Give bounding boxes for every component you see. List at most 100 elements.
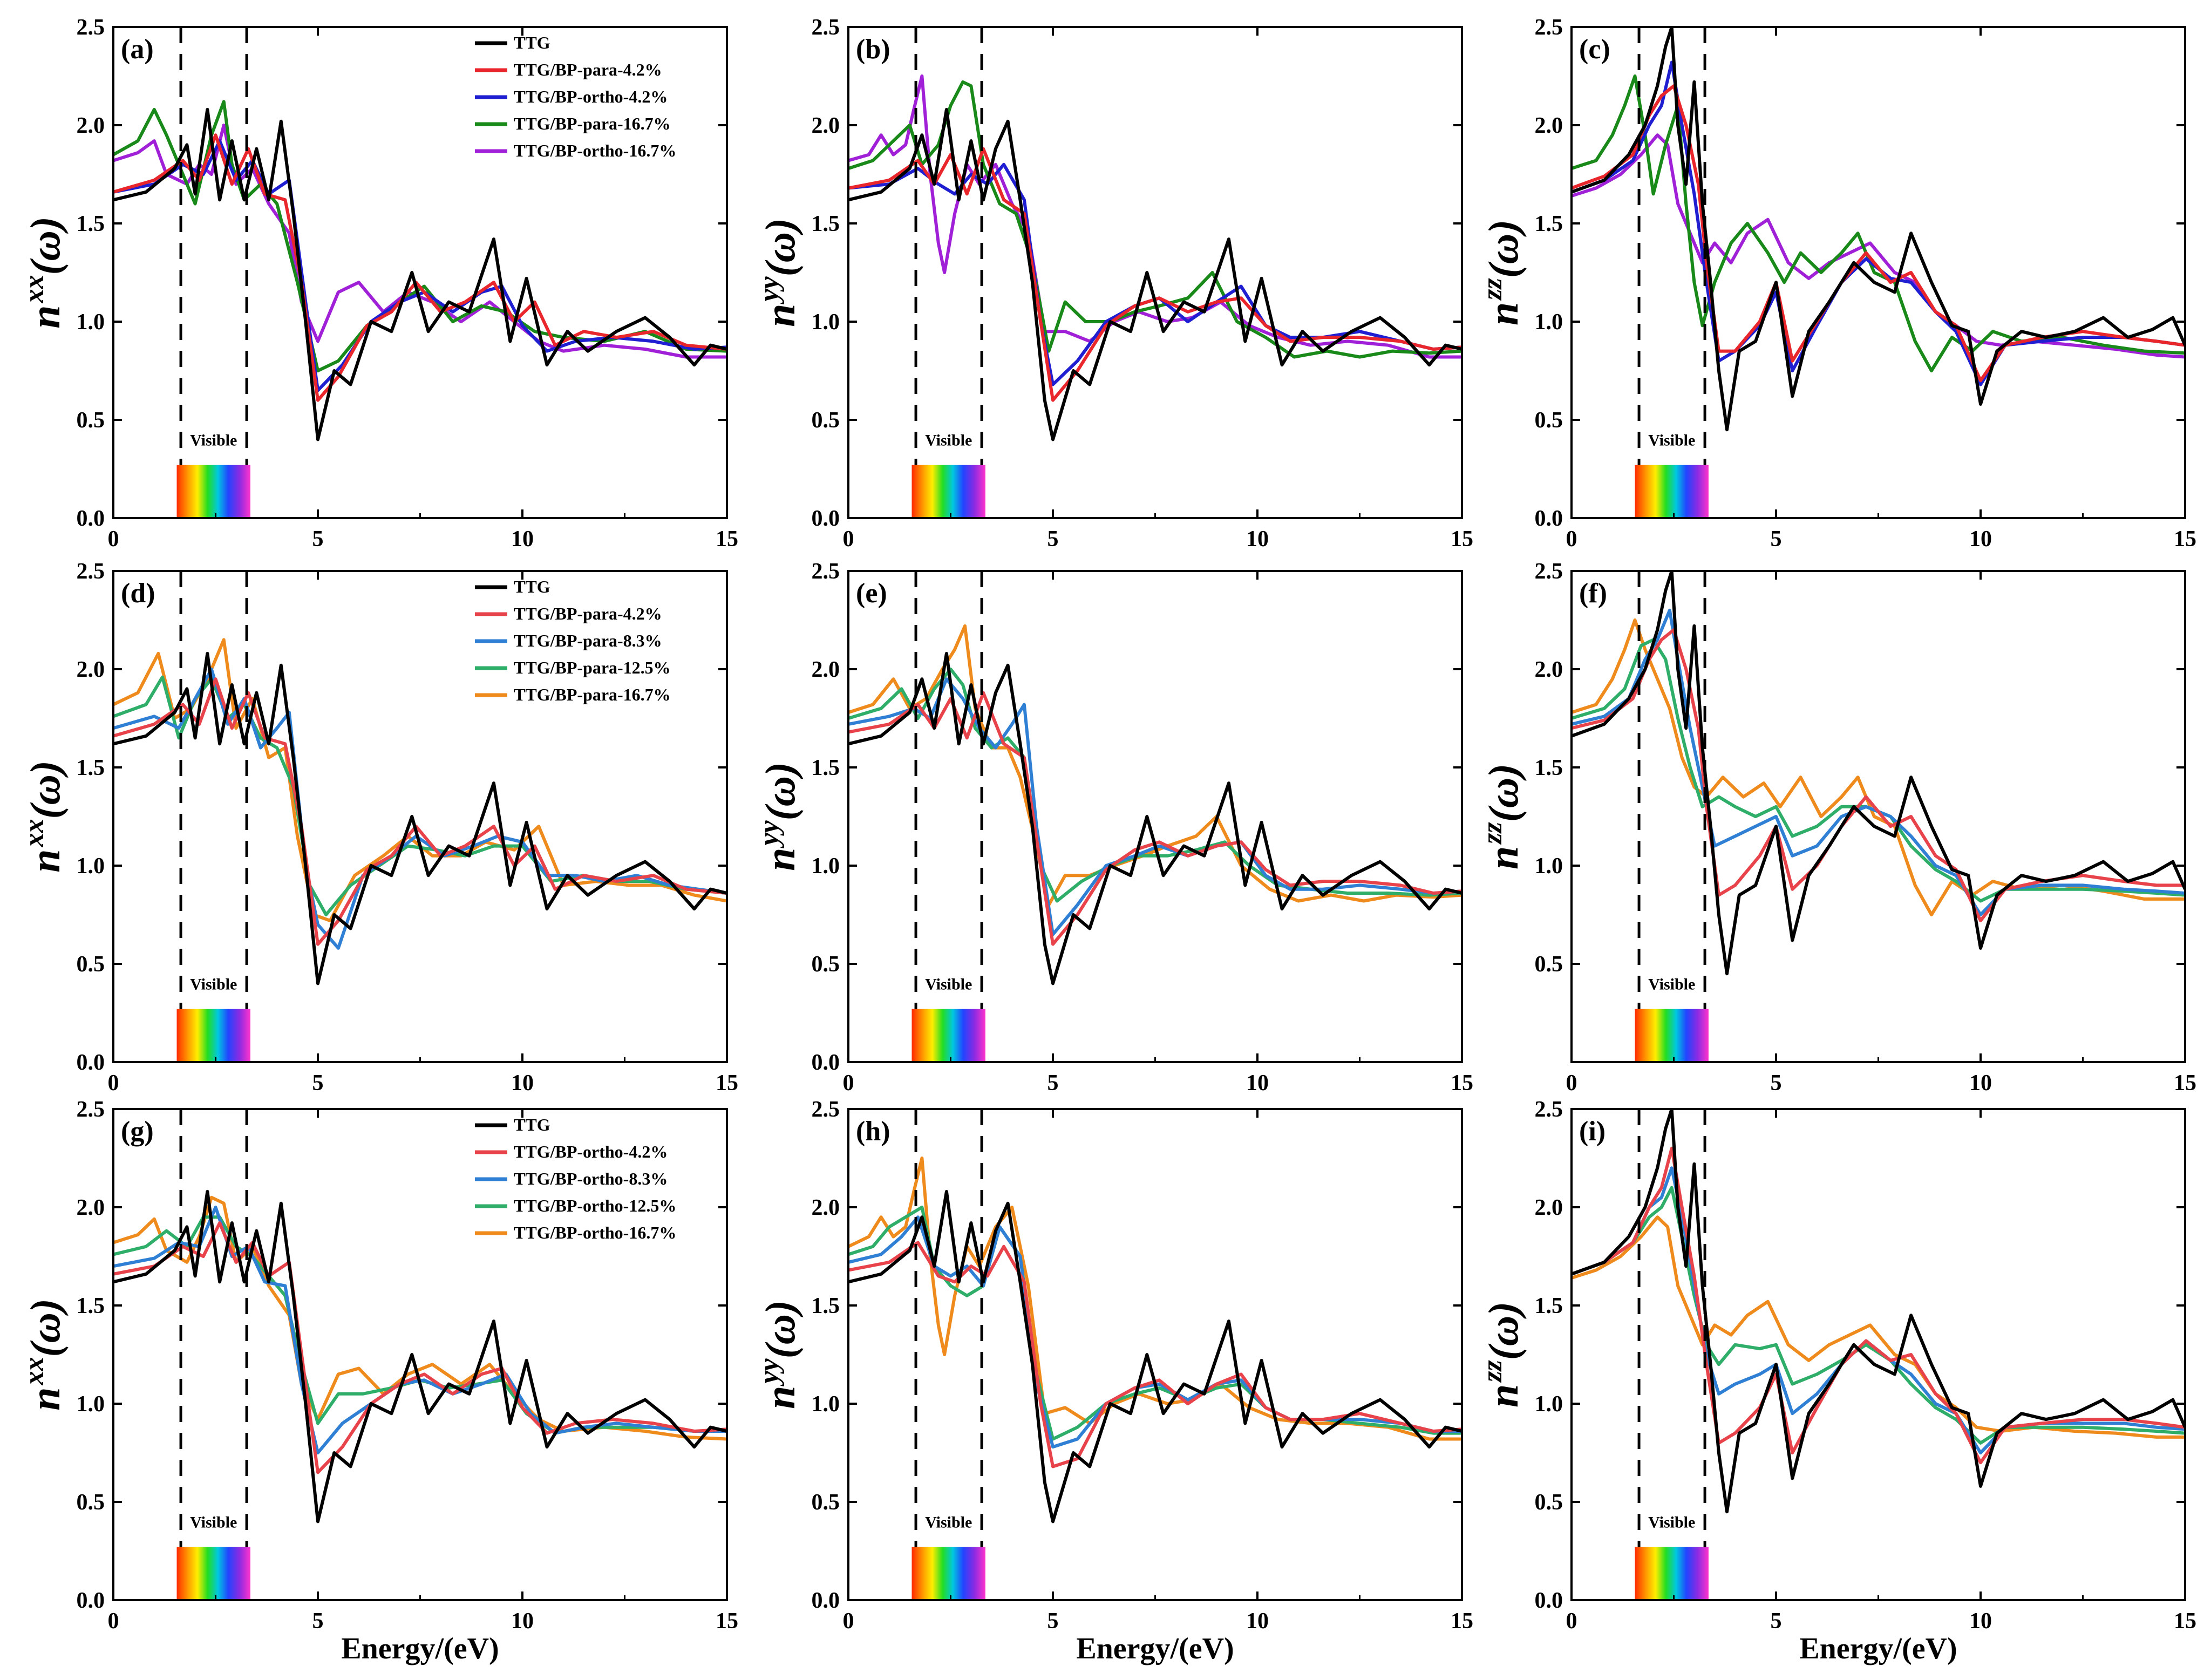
y-tick-label: 1.5 [1535, 1294, 1563, 1318]
y-axis-label: nyy(ω) [754, 762, 804, 871]
x-tick-label: 10 [1246, 1071, 1269, 1096]
x-tick-label: 15 [716, 1609, 738, 1634]
x-tick-label: 0 [1566, 1071, 1577, 1096]
y-tick-label: 1.5 [77, 756, 105, 780]
series-line-TTG/BP-para-16.7% [848, 624, 1462, 907]
y-tick-label: 2.5 [77, 1097, 105, 1122]
series-line-TTG/BP-para-16.7% [1572, 618, 2185, 916]
y-tick-label: 2.0 [1535, 657, 1563, 682]
y-axis-label: nxx(ω) [19, 1298, 69, 1411]
y-tick-label: 2.0 [812, 657, 840, 682]
visible-label: Visible [925, 431, 972, 449]
panel-d: Visible 0 5 10 15 0.0 0.5 1.0 1.5 2.0 2.5 nxx(ω) (d)… [19, 559, 738, 1096]
x-tick-label: 15 [1451, 1609, 1473, 1634]
legend-entry: TTG [514, 577, 550, 596]
y-tick-label: 1.0 [1535, 1392, 1563, 1417]
series-group [1572, 571, 2185, 976]
series-line-TTG/BP-para-16.7% [113, 100, 727, 372]
x-axis-label: Energy/(eV) [1076, 1632, 1234, 1665]
legend-entry: TTG [514, 33, 550, 52]
visible-spectrum-bar [911, 465, 985, 518]
y-tick-label: 0.0 [1535, 1588, 1563, 1613]
x-tick-label: 5 [1771, 527, 1782, 552]
series-line-TTG/BP-ortho-8.3% [1572, 1166, 2185, 1454]
legend-entry: TTG/BP-ortho-16.7% [514, 141, 676, 160]
y-tick-label: 0.5 [812, 408, 840, 433]
y-tick-label: 1.0 [812, 854, 840, 879]
panel-label: (b) [856, 34, 890, 65]
y-tick-label: 0.5 [77, 952, 105, 977]
x-axis-label: Energy/(eV) [1799, 1632, 1957, 1665]
x-tick-label: 5 [1047, 527, 1059, 552]
series-line-TTG [113, 107, 727, 441]
panel-label: (d) [121, 578, 155, 609]
panel-label: (h) [856, 1116, 890, 1147]
legend-entry: TTG/BP-ortho-12.5% [514, 1196, 676, 1215]
x-tick-label: 10 [1246, 527, 1269, 552]
visible-label: Visible [1648, 1513, 1695, 1531]
y-tick-label: 2.5 [1535, 559, 1563, 584]
series-line-TTG/BP-ortho-16.7% [848, 1157, 1462, 1441]
y-tick-label: 2.0 [1535, 113, 1563, 138]
x-tick-label: 5 [312, 1071, 324, 1096]
y-tick-label: 2.5 [77, 15, 105, 40]
series-line-TTG [113, 651, 727, 985]
y-tick-label: 1.5 [1535, 212, 1563, 236]
x-tick-label: 15 [1451, 527, 1473, 552]
legend-entry: TTG/BP-para-4.2% [514, 604, 662, 623]
y-tick-label: 1.0 [812, 1392, 840, 1417]
y-tick-label: 1.0 [77, 1392, 105, 1417]
y-axis-label: nzz(ω) [1477, 1302, 1527, 1407]
y-tick-label: 0.0 [77, 506, 105, 531]
x-tick-label: 0 [843, 527, 854, 552]
panel-g: Visible 0 5 10 15 0.0 0.5 1.0 1.5 2.0 2.5 nxx(ω) Ene… [19, 1097, 738, 1665]
y-tick-label: 0.5 [1535, 1490, 1563, 1515]
x-tick-label: 10 [1246, 1609, 1269, 1634]
y-tick-label: 2.5 [812, 1097, 840, 1122]
legend-entry: TTG/BP-para-8.3% [514, 631, 662, 650]
x-tick-label: 15 [1451, 1071, 1473, 1096]
visible-spectrum-bar [1635, 1547, 1709, 1600]
x-tick-label: 10 [511, 1071, 534, 1096]
series-group [1572, 1109, 2185, 1514]
legend-entry: TTG/BP-ortho-4.2% [514, 87, 668, 106]
series-line-TTG/BP-para-4.2% [848, 691, 1462, 946]
y-tick-label: 0.0 [1535, 506, 1563, 531]
series-line-TTG [1572, 27, 2185, 432]
x-tick-label: 5 [1047, 1071, 1059, 1096]
series-line-TTG [848, 107, 1462, 441]
series-line-TTG [848, 1189, 1462, 1523]
y-tick-label: 0.5 [812, 1490, 840, 1515]
y-tick-label: 1.0 [1535, 854, 1563, 879]
panel-label: (a) [121, 34, 154, 65]
x-tick-label: 10 [1969, 527, 1992, 552]
x-tick-label: 10 [1969, 1071, 1992, 1096]
visible-label: Visible [190, 431, 237, 449]
legend-entry: TTG/BP-para-16.7% [514, 114, 671, 133]
panel-label: (c) [1579, 34, 1610, 65]
y-tick-label: 1.0 [812, 310, 840, 335]
y-tick-label: 0.0 [812, 1588, 840, 1613]
y-tick-label: 1.5 [812, 212, 840, 236]
y-tick-label: 0.0 [812, 506, 840, 531]
y-tick-label: 1.5 [1535, 756, 1563, 780]
x-tick-label: 0 [843, 1071, 854, 1096]
series-line-TTG/BP-para-12.5% [1572, 638, 2185, 903]
visible-spectrum-bar [176, 1547, 250, 1600]
series-line-TTG/BP-para-16.7% [848, 80, 1462, 359]
x-tick-label: 15 [716, 1071, 738, 1096]
series-line-TTG [1572, 1109, 2185, 1514]
panel-h: Visible 0 5 10 15 0.0 0.5 1.0 1.5 2.0 2.5 nyy(ω) Ene… [754, 1097, 1473, 1665]
visible-spectrum-bar [1635, 1009, 1709, 1062]
x-tick-label: 0 [108, 1071, 119, 1096]
y-tick-label: 0.5 [77, 1490, 105, 1515]
series-line-TTG/BP-ortho-16.7% [1572, 1215, 2185, 1439]
legend-entry: TTG/BP-para-12.5% [514, 658, 671, 677]
y-tick-label: 1.0 [1535, 310, 1563, 335]
series-group [113, 100, 727, 441]
series-line-TTG [113, 1189, 727, 1523]
x-tick-label: 5 [1771, 1071, 1782, 1096]
visible-spectrum-bar [176, 1009, 250, 1062]
series-line-TTG/BP-ortho-12.5% [1572, 1186, 2185, 1445]
